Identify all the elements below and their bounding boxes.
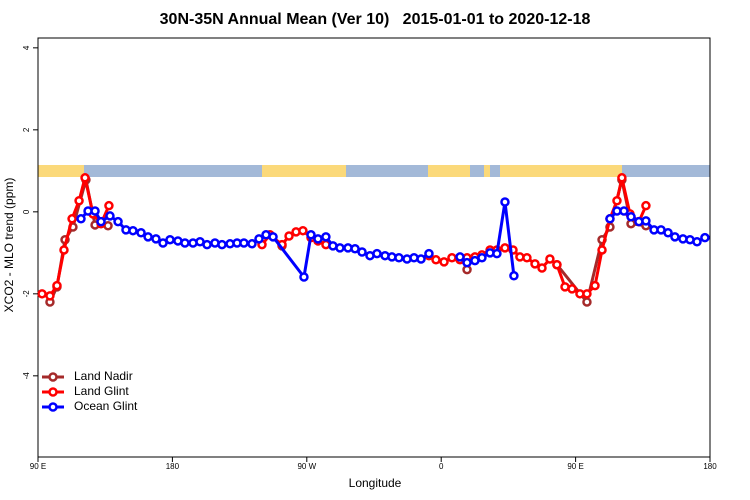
data-point	[128, 225, 138, 236]
data-point	[143, 232, 153, 242]
data-point	[350, 243, 360, 254]
data-point	[67, 214, 77, 224]
data-point	[447, 252, 457, 263]
data-point	[74, 196, 84, 206]
x-tick-label: 180	[703, 462, 717, 471]
data-point	[439, 257, 449, 267]
data-point	[552, 259, 562, 270]
data-point	[492, 248, 502, 259]
data-point	[45, 291, 55, 301]
x-tick-label: 180	[166, 462, 180, 471]
data-point	[321, 232, 331, 242]
data-point	[372, 248, 382, 259]
data-point	[477, 252, 487, 263]
data-point	[612, 196, 622, 206]
data-point	[545, 254, 555, 264]
data-point	[113, 216, 123, 227]
legend-label: Land Glint	[74, 384, 129, 398]
y-tick-label: 4	[22, 45, 31, 50]
legend-marker	[48, 402, 58, 412]
data-point	[180, 238, 190, 248]
data-point	[455, 252, 465, 262]
data-point	[424, 248, 434, 259]
data-point	[416, 254, 426, 264]
data-point	[582, 297, 592, 307]
data-point	[299, 272, 309, 282]
plot-frame	[37, 37, 711, 458]
x-tick-label: 90 E	[567, 462, 583, 471]
x-tick-label: 90 E	[30, 462, 46, 471]
data-point	[582, 289, 592, 299]
legend-label: Ocean Glint	[74, 399, 138, 413]
data-point	[217, 239, 227, 250]
data-point	[537, 263, 547, 273]
series-line	[428, 176, 648, 296]
legend-label: Land Nadir	[74, 369, 133, 383]
data-point	[431, 255, 441, 265]
data-point	[641, 216, 651, 226]
data-point	[509, 271, 519, 281]
data-point	[151, 234, 161, 244]
data-point	[59, 245, 69, 255]
data-point	[567, 284, 577, 294]
y-tick-label: -2	[22, 290, 31, 298]
y-tick-label: 0	[22, 209, 31, 214]
data-point	[500, 243, 510, 253]
data-point	[641, 200, 651, 211]
y-tick-label: 2	[22, 127, 31, 132]
data-point	[619, 206, 629, 216]
data-point	[357, 247, 367, 257]
data-point	[254, 234, 264, 244]
chart-title: 30N-35N Annual Mean (Ver 10) 2015-01-01 …	[160, 11, 591, 28]
data-point	[670, 232, 680, 242]
data-point	[37, 289, 47, 299]
data-point	[617, 173, 627, 183]
data-point	[335, 243, 345, 253]
data-point	[202, 239, 212, 250]
data-point	[165, 234, 175, 245]
data-point	[247, 239, 257, 249]
legend-marker	[48, 372, 58, 382]
data-point	[522, 252, 532, 263]
data-point	[500, 197, 510, 207]
data-point	[626, 212, 636, 222]
data-point	[692, 237, 702, 247]
data-point	[530, 259, 540, 269]
x-tick-label: 90 W	[297, 462, 316, 471]
data-point	[590, 280, 600, 291]
data-point	[80, 173, 90, 183]
data-point	[268, 232, 278, 242]
data-point	[298, 225, 308, 236]
data-point	[158, 238, 168, 248]
data-point	[105, 211, 115, 221]
data-point	[597, 245, 607, 255]
y-tick-label: -4	[22, 372, 31, 380]
y-axis-label: XCO2 - MLO trend (ppm)	[2, 178, 16, 313]
legend-marker	[48, 387, 58, 397]
data-point	[96, 216, 106, 227]
x-axis-label: Longitude	[349, 476, 402, 490]
series-line	[41, 176, 111, 298]
data-point	[136, 227, 146, 238]
data-point	[76, 214, 86, 224]
data-point	[605, 214, 615, 224]
data-point	[52, 280, 62, 291]
data-point	[239, 238, 249, 248]
data-point	[306, 230, 316, 240]
data-point	[700, 232, 710, 243]
data-point	[462, 257, 472, 268]
data-point	[394, 252, 404, 263]
data-point	[313, 234, 323, 244]
land-ocean-strip	[38, 165, 710, 177]
data-point	[104, 200, 114, 211]
data-point	[663, 227, 673, 238]
data-point	[90, 206, 100, 216]
data-point	[284, 231, 294, 241]
x-tick-label: 0	[439, 462, 444, 471]
